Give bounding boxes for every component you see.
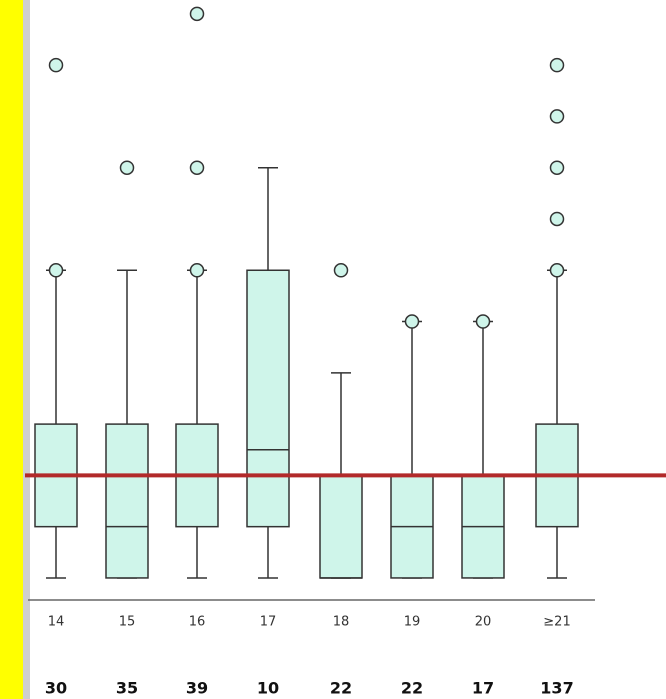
outlier bbox=[48, 263, 64, 278]
count-label: 30 bbox=[45, 679, 67, 698]
x-tick-label: 20 bbox=[475, 615, 492, 630]
x-tick-label: 17 bbox=[260, 615, 277, 630]
count-label: 10 bbox=[257, 679, 279, 698]
count-label: 22 bbox=[401, 679, 423, 698]
outlier bbox=[549, 263, 565, 278]
yellow-strip bbox=[0, 0, 23, 699]
count-label: 35 bbox=[116, 679, 138, 698]
outlier bbox=[549, 211, 565, 227]
x-tick-label: 16 bbox=[189, 615, 206, 630]
outlier bbox=[404, 314, 420, 329]
x-tick-label: 14 bbox=[48, 615, 65, 630]
outlier bbox=[549, 57, 565, 73]
outlier bbox=[189, 6, 205, 22]
count-label: 137 bbox=[540, 679, 573, 698]
count-label: 17 bbox=[472, 679, 494, 698]
outlier bbox=[189, 160, 205, 175]
outlier bbox=[189, 263, 205, 278]
box bbox=[319, 474, 363, 579]
outlier bbox=[48, 57, 64, 73]
x-tick-label: 19 bbox=[404, 615, 421, 630]
x-tick-label: 18 bbox=[333, 615, 350, 630]
count-label: 22 bbox=[330, 679, 352, 698]
outlier bbox=[549, 109, 565, 124]
outlier bbox=[333, 263, 349, 278]
outlier bbox=[119, 160, 135, 175]
outlier bbox=[549, 160, 565, 175]
x-tick-label: 15 bbox=[119, 615, 136, 630]
count-label: 39 bbox=[186, 679, 208, 698]
outlier bbox=[475, 314, 491, 329]
shadow bbox=[22, 0, 30, 699]
box bbox=[105, 423, 149, 579]
x-tick-label: ≥21 bbox=[543, 615, 570, 630]
box bbox=[246, 269, 290, 528]
